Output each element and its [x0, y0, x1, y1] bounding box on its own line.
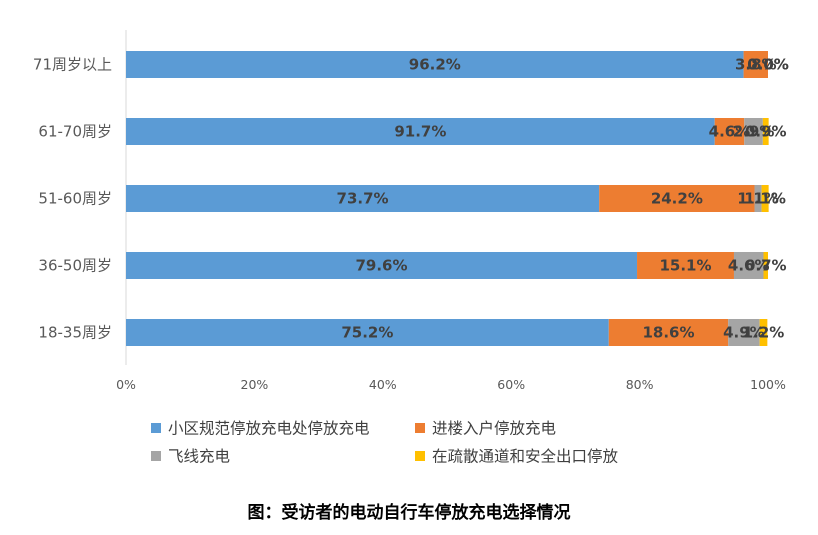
category-label: 71周岁以上	[33, 56, 112, 74]
data-label: 1.1%	[744, 190, 786, 208]
x-tick-label: 80%	[626, 377, 654, 392]
legend-swatch	[151, 451, 161, 461]
data-label: 1.1%	[737, 190, 779, 208]
category-label: 61-70周岁	[38, 123, 112, 141]
legend-item: 进楼入户停放充电	[415, 420, 556, 438]
data-label: 18.6%	[642, 324, 694, 342]
data-label: 3.8%	[735, 56, 777, 74]
x-tick-label: 40%	[369, 377, 397, 392]
data-label: 73.7%	[337, 190, 389, 208]
legend-swatch	[415, 451, 425, 461]
bar-segment	[744, 118, 763, 145]
x-tick-label: 100%	[750, 377, 786, 392]
data-label: 1.2%	[743, 324, 785, 342]
legend-item: 小区规范停放充电处停放充电	[151, 420, 370, 438]
data-label: 4.9%	[723, 324, 765, 342]
bar-segment	[599, 185, 755, 212]
data-label: 79.6%	[355, 257, 407, 275]
bar-segment	[637, 252, 734, 279]
figure-caption: 图：受访者的电动自行车停放充电选择情况	[247, 503, 571, 523]
category-label: 18-35周岁	[38, 324, 112, 342]
bar-segment	[126, 319, 609, 346]
bar-segment	[762, 118, 769, 145]
x-tick-label: 60%	[497, 377, 525, 392]
data-label: 0.9%	[745, 123, 787, 141]
x-tick-label: 0%	[116, 377, 136, 392]
bar-segment	[126, 185, 600, 212]
legend-label: 在疏散通道和安全出口停放	[432, 448, 619, 466]
bar-segment	[759, 319, 768, 346]
category-label: 51-60周岁	[38, 190, 112, 208]
bars-group	[126, 51, 769, 346]
data-label: 2.9%	[733, 123, 775, 141]
data-label: 91.7%	[394, 123, 446, 141]
bar-segment	[126, 51, 744, 78]
bar-segment	[754, 185, 762, 212]
legend-item: 在疏散通道和安全出口停放	[415, 448, 619, 466]
category-labels-group: 71周岁以上 61-70周岁 51-60周岁 36-50周岁 18-35周岁	[33, 56, 112, 342]
data-label: 96.2%	[409, 56, 461, 74]
bar-segment	[763, 252, 768, 279]
x-tick-label: 20%	[241, 377, 269, 392]
legend-swatch	[415, 423, 425, 433]
bar-segment	[608, 319, 729, 346]
legend-item: 飞线充电	[151, 448, 230, 466]
bar-segment	[733, 252, 764, 279]
data-label: 0.0%	[747, 56, 789, 74]
data-label: 24.2%	[651, 190, 703, 208]
x-axis-ticks-group: 0% 20% 40% 60% 80% 100%	[116, 377, 786, 392]
bar-segment	[761, 185, 769, 212]
bar-segment	[728, 319, 760, 346]
legend-swatch	[151, 423, 161, 433]
bar-segment	[714, 118, 745, 145]
bar-segment	[126, 252, 638, 279]
data-label: 0.0%	[747, 56, 789, 74]
category-label: 36-50周岁	[38, 257, 112, 275]
data-label: 4.6%	[728, 257, 770, 275]
data-labels-group: 96.2% 3.8%0.0%0.0%91.7% 4.6%2.9%0.9%73.7% 2…	[337, 56, 789, 342]
data-label: 0.7%	[745, 257, 787, 275]
legend-label: 飞线充电	[168, 448, 230, 466]
bar-segment	[743, 51, 768, 78]
legend-label: 小区规范停放充电处停放充电	[168, 420, 370, 438]
data-label: 75.2%	[341, 324, 393, 342]
bar-segment	[126, 118, 715, 145]
data-label: 15.1%	[659, 257, 711, 275]
data-label: 4.6%	[709, 123, 751, 141]
legend-label: 进楼入户停放充电	[432, 420, 556, 438]
